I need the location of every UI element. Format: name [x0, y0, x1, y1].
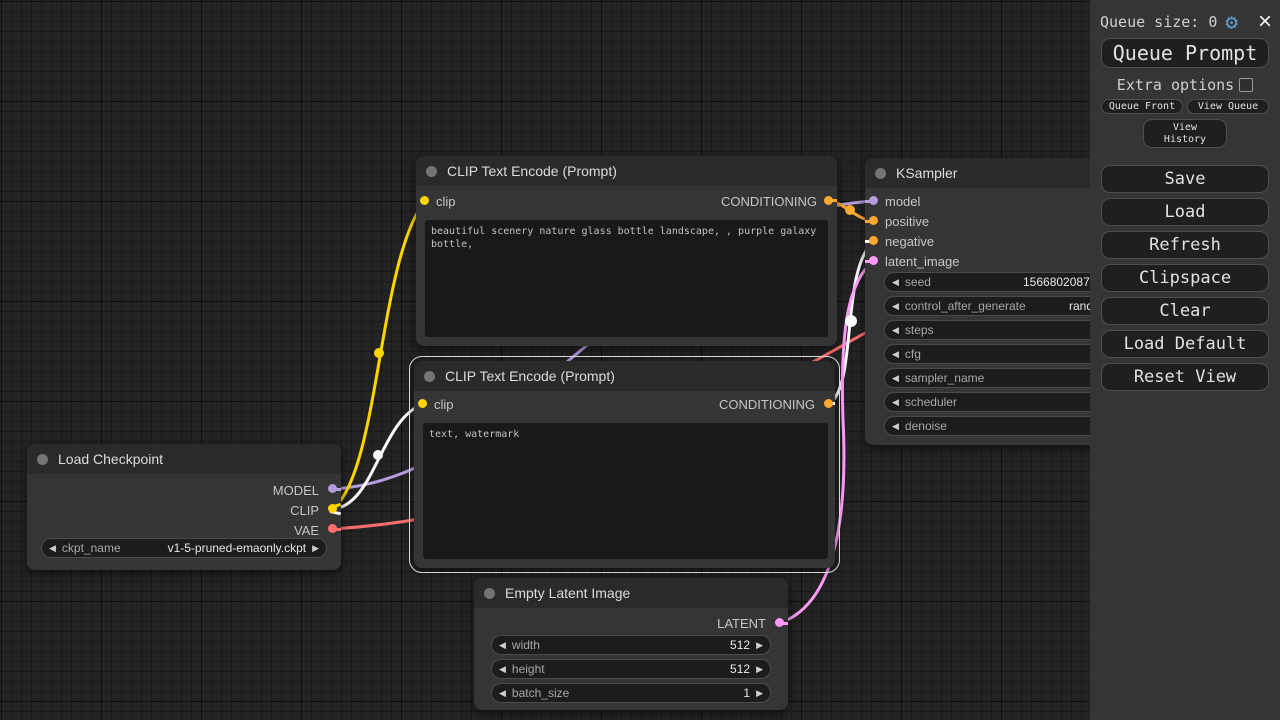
input-slot-positive: positive — [885, 213, 930, 229]
extra-options-row: Extra options — [1090, 76, 1280, 94]
node-titlebar[interactable]: CLIP Text Encode (Prompt) — [414, 361, 835, 391]
batch-size-widget[interactable]: ◀ batch_size 1 ▶ — [491, 683, 771, 703]
increment-arrow-icon[interactable]: ▶ — [756, 639, 763, 650]
clear-button[interactable]: Clear — [1101, 297, 1269, 325]
node-title-text: KSampler — [896, 165, 958, 181]
widget-value: v1-5-pruned-emaonly.ckpt — [167, 541, 307, 555]
queue-size-label: Queue size: 0 — [1100, 13, 1218, 31]
widget-label: width — [511, 638, 540, 652]
input-slot-negative: negative — [885, 233, 935, 249]
node-titlebar[interactable]: Empty Latent Image — [474, 578, 788, 608]
view-queue-button[interactable]: View Queue — [1187, 99, 1269, 114]
collapse-dot-icon[interactable] — [875, 167, 886, 179]
widget-label: steps — [904, 323, 934, 337]
width-widget[interactable]: ◀ width 512 ▶ — [491, 635, 771, 655]
output-slot-model: MODEL — [272, 482, 319, 498]
view-history-button[interactable]: View History — [1143, 119, 1227, 148]
input-slot-model: model — [885, 193, 921, 209]
node-titlebar[interactable]: CLIP Text Encode (Prompt) — [416, 156, 837, 186]
collapse-dot-icon[interactable] — [37, 453, 48, 465]
load-default-button[interactable]: Load Default — [1101, 330, 1269, 358]
decrement-arrow-icon[interactable]: ◀ — [499, 687, 506, 698]
increment-arrow-icon[interactable]: ▶ — [756, 687, 763, 698]
refresh-button[interactable]: Refresh — [1101, 231, 1269, 259]
decrement-arrow-icon[interactable]: ◀ — [892, 300, 899, 311]
node-clip-text-encode-1[interactable]: CLIP Text Encode (Prompt) clip CONDITION… — [416, 156, 837, 346]
widget-label: cfg — [904, 347, 921, 361]
output-slot-conditioning: CONDITIONING — [718, 396, 815, 412]
queue-prompt-button[interactable]: Queue Prompt — [1101, 38, 1269, 68]
widget-label: ckpt_name — [61, 541, 121, 555]
decrement-arrow-icon[interactable]: ◀ — [892, 324, 899, 335]
node-empty-latent-image[interactable]: Empty Latent Image LATENT ◀ width 512 ▶ … — [474, 578, 788, 710]
collapse-dot-icon[interactable] — [426, 165, 437, 177]
increment-arrow-icon[interactable]: ▶ — [312, 542, 319, 553]
output-dot-latent[interactable] — [775, 618, 784, 627]
widget-label: seed — [904, 275, 931, 289]
input-slot-clip: clip — [434, 396, 454, 412]
node-title-text: Load Checkpoint — [58, 451, 164, 467]
widget-label: control_after_generate — [904, 299, 1026, 313]
queue-size-row: Queue size: 0 ⚙ × — [1100, 10, 1272, 34]
input-slot-latent-image: latent_image — [885, 253, 960, 269]
decrement-arrow-icon[interactable]: ◀ — [892, 396, 899, 407]
output-dot-vae[interactable] — [328, 524, 337, 533]
input-dot-latent-image[interactable] — [869, 256, 878, 265]
settings-gear-icon[interactable]: ⚙ — [1225, 9, 1239, 34]
decrement-arrow-icon[interactable]: ◀ — [49, 542, 56, 553]
input-dot-negative[interactable] — [869, 236, 878, 245]
widget-label: scheduler — [904, 395, 957, 409]
height-widget[interactable]: ◀ height 512 ▶ — [491, 659, 771, 679]
widget-value: 1566802087 — [1023, 275, 1090, 289]
output-dot-conditioning[interactable] — [824, 196, 833, 205]
node-title-text: Empty Latent Image — [505, 585, 631, 601]
decrement-arrow-icon[interactable]: ◀ — [892, 348, 899, 359]
ckpt-name-widget[interactable]: ◀ ckpt_name v1-5-pruned-emaonly.ckpt ▶ — [41, 538, 327, 558]
output-dot-clip[interactable] — [328, 504, 337, 513]
widget-value: 512 — [730, 662, 751, 676]
node-title-text: CLIP Text Encode (Prompt) — [445, 368, 615, 384]
close-icon[interactable]: × — [1257, 8, 1272, 35]
widget-label: sampler_name — [904, 371, 985, 385]
input-dot-model[interactable] — [869, 196, 878, 205]
output-slot-vae: VAE — [293, 522, 319, 538]
decrement-arrow-icon[interactable]: ◀ — [892, 372, 899, 383]
input-dot-clip[interactable] — [418, 399, 427, 408]
comfy-menu: Queue size: 0 ⚙ × Queue Prompt Extra opt… — [1090, 0, 1280, 720]
prompt-textarea[interactable]: beautiful scenery nature glass bottle la… — [425, 220, 828, 337]
queue-front-button[interactable]: Queue Front — [1101, 99, 1183, 114]
widget-value: 1 — [743, 686, 751, 700]
widget-label: batch_size — [511, 686, 570, 700]
load-button[interactable]: Load — [1101, 198, 1269, 226]
extra-options-label: Extra options — [1116, 76, 1235, 94]
output-slot-latent: LATENT — [717, 615, 766, 631]
input-dot-positive[interactable] — [869, 216, 878, 225]
widget-label: denoise — [904, 419, 947, 433]
collapse-dot-icon[interactable] — [484, 587, 495, 599]
node-load-checkpoint[interactable]: Load Checkpoint MODEL CLIP VAE ◀ ckpt_na… — [27, 444, 342, 570]
input-dot-clip[interactable] — [420, 196, 429, 205]
widget-value: 512 — [730, 638, 751, 652]
node-title-text: CLIP Text Encode (Prompt) — [447, 163, 617, 179]
decrement-arrow-icon[interactable]: ◀ — [892, 420, 899, 431]
decrement-arrow-icon[interactable]: ◀ — [892, 276, 899, 287]
output-slot-conditioning: CONDITIONING — [720, 193, 817, 209]
increment-arrow-icon[interactable]: ▶ — [756, 663, 763, 674]
prompt-textarea[interactable]: text, watermark — [423, 423, 828, 559]
save-button[interactable]: Save — [1101, 165, 1269, 193]
reset-view-button[interactable]: Reset View — [1101, 363, 1269, 391]
decrement-arrow-icon[interactable]: ◀ — [499, 663, 506, 674]
output-slot-clip: CLIP — [290, 502, 319, 518]
clipspace-button[interactable]: Clipspace — [1101, 264, 1269, 292]
decrement-arrow-icon[interactable]: ◀ — [499, 639, 506, 650]
node-clip-text-encode-2[interactable]: CLIP Text Encode (Prompt) clip CONDITION… — [409, 356, 840, 573]
input-slot-clip: clip — [436, 193, 456, 209]
widget-label: height — [511, 662, 545, 676]
output-dot-model[interactable] — [328, 484, 337, 493]
output-dot-conditioning[interactable] — [824, 399, 833, 408]
collapse-dot-icon[interactable] — [424, 370, 435, 382]
node-titlebar[interactable]: Load Checkpoint — [27, 444, 341, 474]
extra-options-checkbox[interactable] — [1239, 78, 1254, 92]
